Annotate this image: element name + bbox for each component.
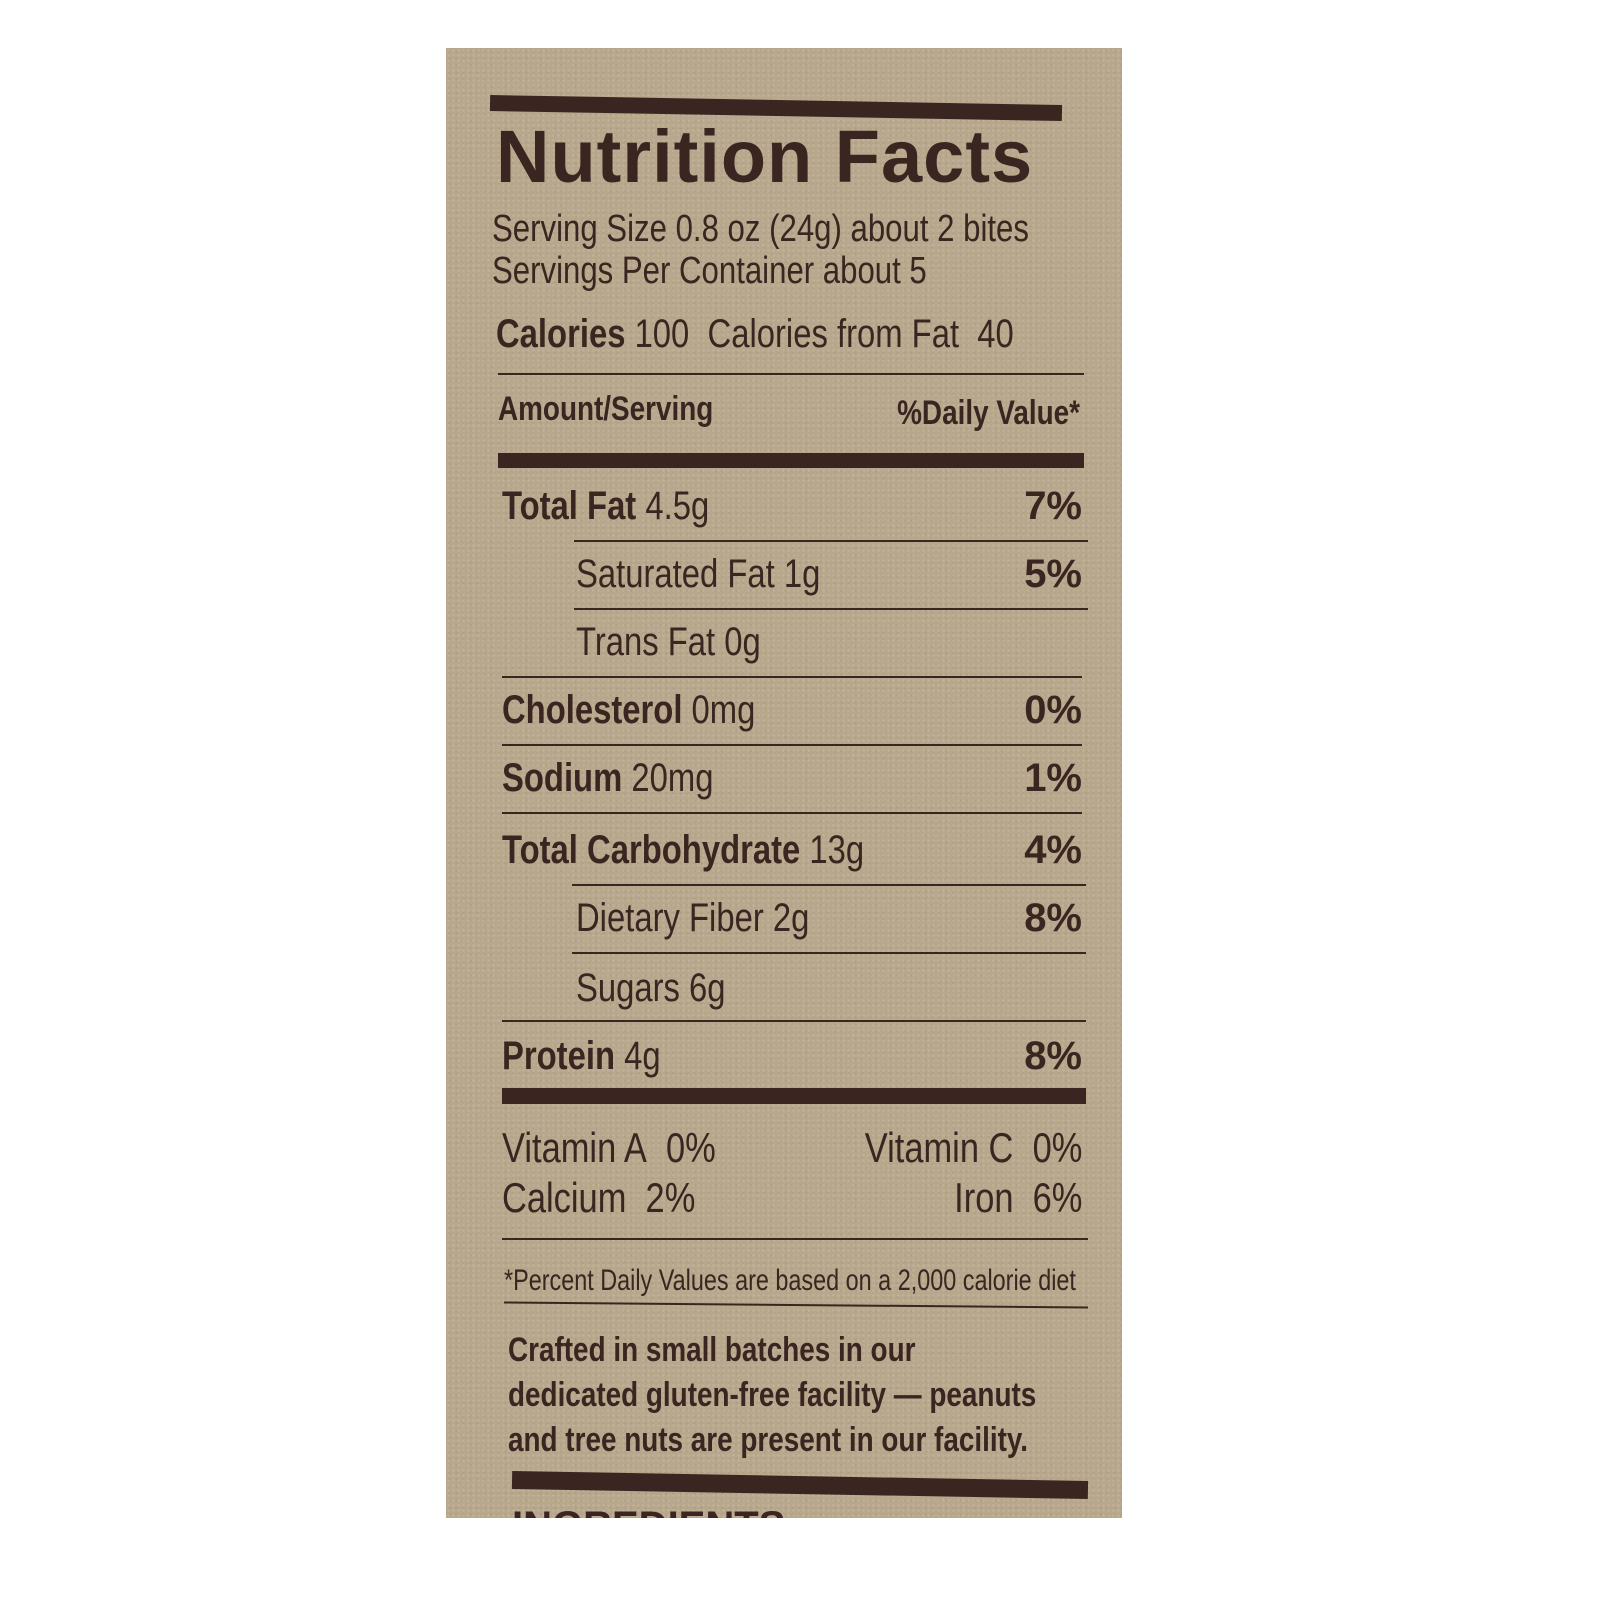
amount-serving-header: Amount/Serving bbox=[498, 390, 714, 428]
divider bbox=[502, 1020, 1086, 1022]
calories-label: Calories bbox=[496, 312, 626, 356]
thick-rule bbox=[511, 1470, 1089, 1500]
divider bbox=[502, 744, 1082, 746]
divider bbox=[502, 676, 1082, 678]
facility-note: Crafted in small batches in our dedicate… bbox=[508, 1331, 1037, 1459]
nutrient-row-saturated-fat: Saturated Fat 1g 5% bbox=[576, 552, 1082, 596]
nutrient-row-trans-fat: Trans Fat 0g bbox=[576, 620, 761, 664]
calories-from-fat-value: 40 bbox=[977, 312, 1014, 356]
divider bbox=[572, 884, 1086, 886]
divider bbox=[498, 373, 1084, 375]
divider bbox=[502, 1238, 1088, 1240]
nutrient-row-cholesterol: Cholesterol 0mg 0% bbox=[502, 688, 1082, 732]
thick-rule bbox=[502, 1088, 1086, 1104]
nutrient-row-protein: Protein 4g 8% bbox=[502, 1034, 1082, 1078]
nutrient-row-total-fat: Total Fat 4.5g 7% bbox=[502, 484, 1082, 528]
footnote: *Percent Daily Values are based on a 2,0… bbox=[504, 1264, 1076, 1297]
calories-from-fat-label: Calories from Fat bbox=[707, 312, 960, 356]
servings-per-container: Servings Per Container about 5 bbox=[492, 250, 927, 292]
divider bbox=[572, 952, 1086, 954]
divider bbox=[504, 1301, 1088, 1309]
divider bbox=[574, 540, 1088, 542]
vitamin-row-2: Calcium 2% Iron 6% bbox=[502, 1174, 1082, 1221]
vitamin-row-1: Vitamin A 0% Vitamin C 0% bbox=[502, 1124, 1082, 1171]
daily-value-header: %Daily Value* bbox=[897, 394, 1080, 432]
nutrient-row-sodium: Sodium 20mg 1% bbox=[502, 756, 1082, 800]
nutrient-row-dietary-fiber: Dietary Fiber 2g 8% bbox=[576, 896, 1082, 940]
nutrition-label: Nutrition Facts Serving Size 0.8 oz (24g… bbox=[446, 48, 1122, 1518]
divider bbox=[574, 608, 1088, 610]
serving-size: Serving Size 0.8 oz (24g) about 2 bites bbox=[492, 208, 1029, 250]
label-title: Nutrition Facts bbox=[496, 115, 1034, 198]
calories-line: Calories 100 Calories from Fat 40 bbox=[496, 312, 1122, 357]
calories-value: 100 bbox=[634, 312, 690, 356]
nutrient-row-total-carbohydrate: Total Carbohydrate 13g 4% bbox=[502, 828, 1082, 872]
ingredients-label: INGREDIENTS: bbox=[512, 1504, 799, 1518]
divider bbox=[502, 812, 1082, 814]
nutrient-row-sugars: Sugars 6g bbox=[576, 966, 726, 1010]
thick-rule bbox=[498, 453, 1084, 468]
